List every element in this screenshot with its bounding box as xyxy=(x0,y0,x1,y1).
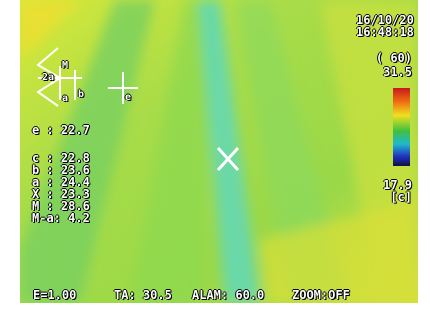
scale-max: 31.5 xyxy=(383,66,412,78)
status: E=1.00 xyxy=(33,289,76,301)
range: ( 60) xyxy=(376,52,412,64)
marker-label: a xyxy=(62,93,68,105)
reading: e : 22.7 xyxy=(32,124,90,136)
color-scale xyxy=(393,88,410,166)
marker-label: M xyxy=(62,60,68,72)
unit: [c] xyxy=(390,191,412,203)
thermal-screen: 16/10/20 16:48:18 ( 60) 31.5 17.9 [c] e … xyxy=(20,0,418,303)
reading: M-a: 4.2 xyxy=(32,212,90,224)
status: ZOOM:OFF xyxy=(292,289,350,301)
marker-label: 2a xyxy=(42,72,54,84)
status: ALAM: 60.0 xyxy=(192,289,264,301)
marker-label: e xyxy=(125,92,131,104)
page: 16/10/20 16:48:18 ( 60) 31.5 17.9 [c] e … xyxy=(0,0,430,314)
status: TA: 30.5 xyxy=(114,289,172,301)
marker-label: b xyxy=(78,89,84,101)
time: 16:48:18 xyxy=(356,26,414,38)
